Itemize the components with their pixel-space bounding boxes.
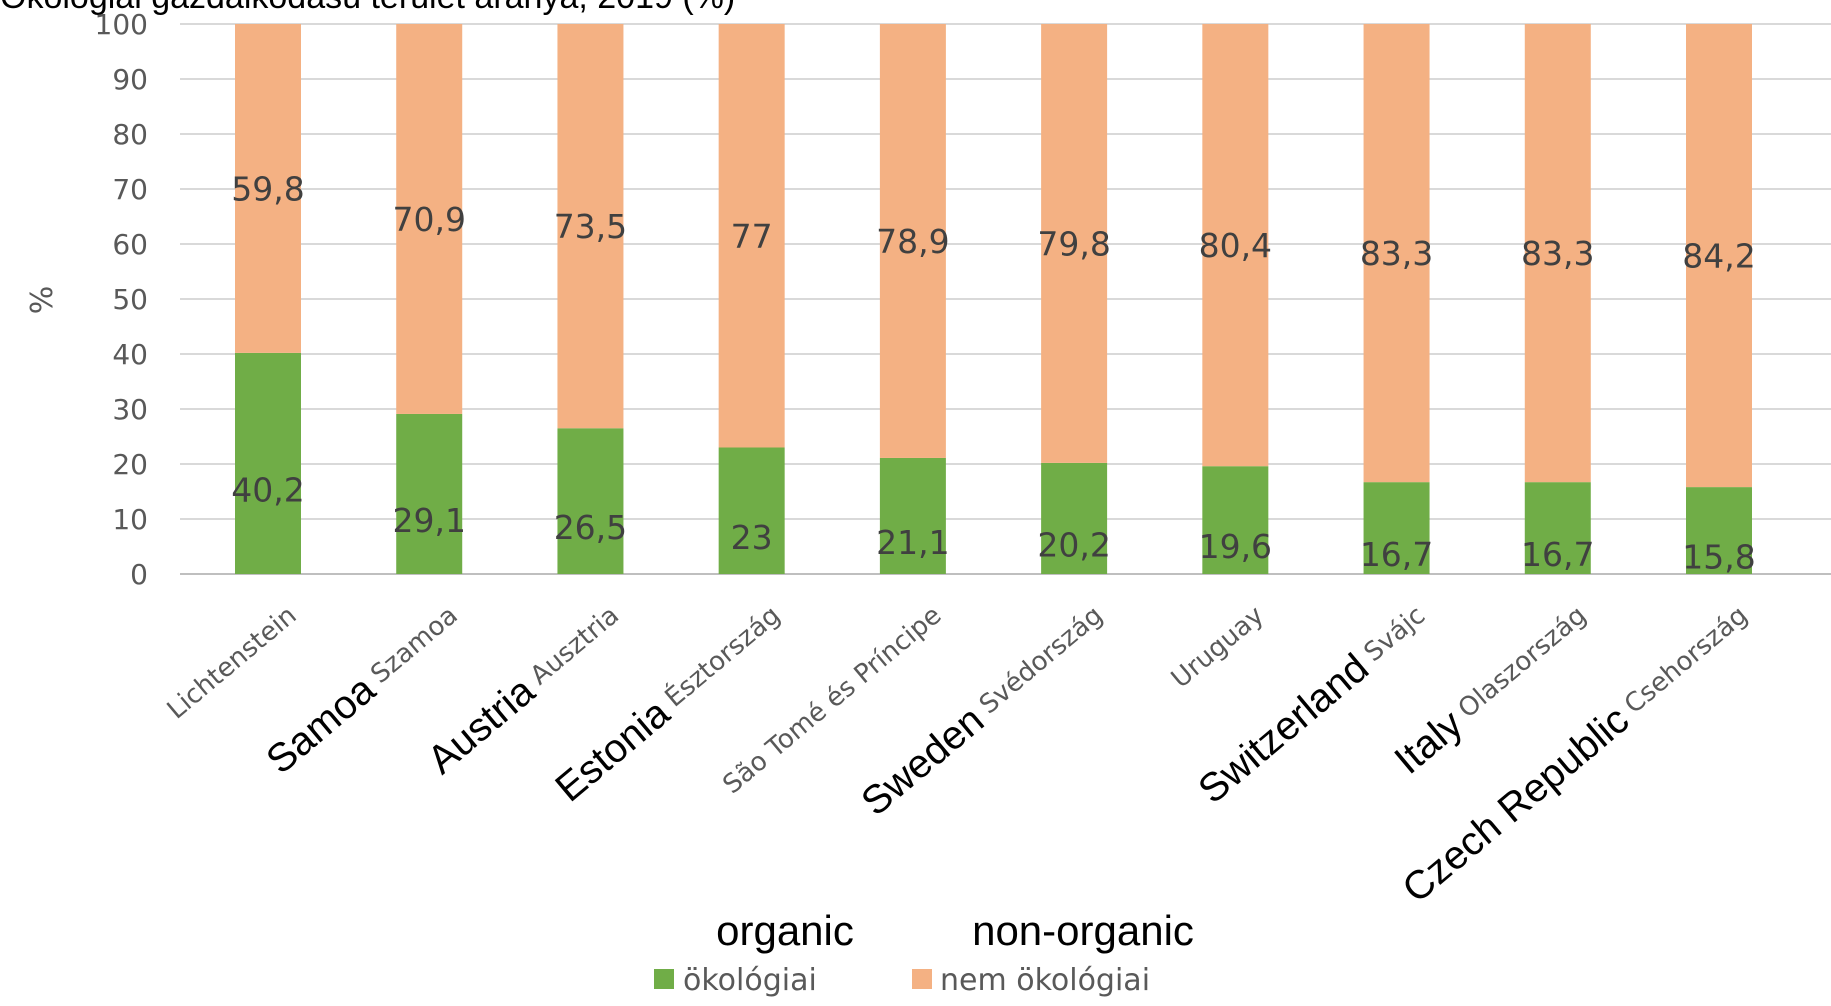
legend-organic-swatch [654,969,674,989]
category-label-lichtenstein: Lichtenstein [162,600,303,725]
bar-ausztria-organic [557,428,624,574]
bar-esztorszag-non-organic [718,24,785,448]
data-label-lichtenstein-organic: 40,2 [231,470,304,509]
category-hu-svajc: Svájc [1359,600,1431,668]
bar-svedorszag-organic [1041,462,1108,574]
bar-esztorszag-organic [718,447,785,574]
bar-uruguay-non-organic [1202,24,1269,467]
legend-nonorganic-swatch [912,969,932,989]
data-label-lichtenstein-non-organic: 59,8 [231,169,304,208]
legend-organic-en: organic [716,907,854,954]
category-en-olaszorszag: Italy [1387,702,1471,783]
category-hu-lichtenstein: Lichtenstein [162,600,303,725]
data-label-sao-tome-es-principe-non-organic: 78,9 [876,222,949,261]
category-en-ausztria: Austria [419,668,543,782]
y-tick-10: 10 [112,503,148,536]
bar-sao-tome-es-principe-non-organic [879,24,946,458]
y-axis-ticks: 0 10 20 30 40 50 60 70 80 90 100 [95,8,148,591]
bar-svajc-organic [1363,482,1430,574]
bars [235,24,1752,574]
category-en-esztorszag: Estonia [547,690,678,810]
category-hu-ausztria: Ausztria [525,600,625,691]
chart-title: Ökológiai gazdálkodású terület aránya, 2… [0,0,735,16]
category-hu-szamoa: Szamoa [365,600,463,689]
bar-svedorszag-non-organic [1041,24,1108,463]
bar-olaszorszag-non-organic [1524,24,1591,483]
y-tick-0: 0 [130,558,148,591]
category-en-svajc: Switzerland [1190,646,1377,813]
data-label-svedorszag-organic: 20,2 [1037,525,1110,564]
category-hu-olaszorszag: Olaszország [1453,600,1593,724]
legend: organic non-organic ökológiai nem ökológ… [654,907,1194,998]
bar-lichtenstein-organic [235,352,301,574]
y-tick-60: 60 [112,228,148,261]
data-label-esztorszag-organic: 23 [731,518,773,557]
data-label-svajc-organic: 16,7 [1360,535,1433,574]
data-label-szamoa-organic: 29,1 [392,501,465,540]
data-label-ausztria-organic: 26,5 [554,508,627,547]
data-label-esztorszag-non-organic: 77 [731,217,773,256]
bar-uruguay-organic [1202,466,1269,574]
chart-title-group: Ökológiai gazdálkodású terület aránya, 2… [0,0,735,16]
data-label-olaszorszag-non-organic: 83,3 [1521,234,1594,273]
bar-szamoa-organic [396,413,463,574]
data-label-sao-tome-es-principe-organic: 21,1 [876,523,949,562]
legend-organic-label: ökológiai [683,963,817,998]
y-tick-80: 80 [112,118,148,151]
bar-szamoa-non-organic [396,24,463,414]
y-tick-90: 90 [112,63,148,96]
bar-csehorszag-organic [1686,487,1752,574]
data-label-csehorszag-organic: 15,8 [1682,538,1755,577]
bar-sao-tome-es-principe-organic [879,457,946,574]
bar-olaszorszag-organic [1524,482,1591,574]
category-hu-uruguay: Uruguay [1166,600,1270,694]
data-label-uruguay-organic: 19,6 [1199,527,1272,566]
data-label-csehorszag-non-organic: 84,2 [1682,237,1755,276]
y-tick-50: 50 [112,283,148,316]
category-hu-svedorszag: Svédország [974,600,1109,720]
y-tick-70: 70 [112,173,148,206]
legend-nonorganic-en: non-organic [972,907,1194,954]
category-hu-esztorszag: Észtország [658,599,786,714]
category-en-svedorszag: Sweden [853,698,992,825]
data-label-szamoa-non-organic: 70,9 [392,200,465,239]
bar-ausztria-non-organic [557,24,624,429]
data-label-uruguay-non-organic: 80,4 [1199,226,1272,265]
data-label-ausztria-non-organic: 73,5 [554,207,627,246]
category-label-uruguay: Uruguay [1166,600,1270,694]
bar-csehorszag-non-organic [1686,24,1752,488]
data-label-olaszorszag-organic: 16,7 [1521,535,1594,574]
category-en-szamoa: Samoa [258,667,384,783]
y-tick-30: 30 [112,393,148,426]
y-tick-40: 40 [112,338,148,371]
data-labels: 40,2 59,8 29,1 70,9 26,5 73,5 23 77 21,1 78,9 20,2… [231,169,1755,576]
bar-svajc-non-organic [1363,24,1430,483]
y-tick-100: 100 [95,8,148,41]
y-tick-20: 20 [112,448,148,481]
legend-nonorganic-label: nem ökológiai [940,963,1150,998]
data-label-svedorszag-non-organic: 79,8 [1037,224,1110,263]
data-label-svajc-non-organic: 83,3 [1360,234,1433,273]
category-hu-csehorszag: Csehország [1619,600,1754,720]
bar-lichtenstein-non-organic [235,24,301,353]
y-axis-label: % [25,286,60,315]
